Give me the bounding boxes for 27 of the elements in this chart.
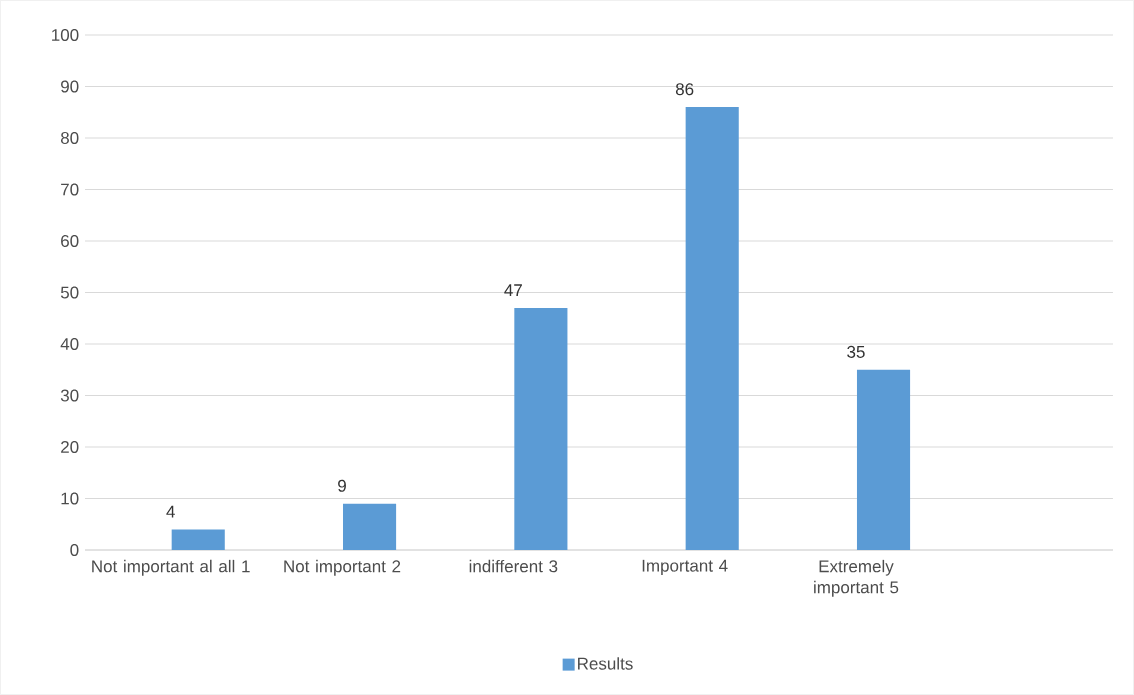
y-tick-label: 10 bbox=[61, 492, 79, 505]
y-tick-label: 20 bbox=[61, 440, 79, 454]
bar bbox=[514, 307, 568, 550]
x-tick-label: Not important al all 1 bbox=[92, 559, 250, 576]
data-label: 9 bbox=[338, 479, 346, 492]
y-tick-label: 90 bbox=[61, 80, 79, 93]
bar bbox=[171, 529, 225, 550]
y-tick-label: 80 bbox=[60, 131, 79, 145]
data-label: 47 bbox=[504, 284, 522, 297]
bar bbox=[685, 107, 739, 550]
y-tick-label: 30 bbox=[60, 389, 79, 402]
y-tick-label: 100 bbox=[52, 28, 79, 42]
legend-label: Results bbox=[578, 657, 633, 670]
data-label: 35 bbox=[847, 345, 865, 358]
y-tick-label: 60 bbox=[61, 234, 79, 248]
y-tick-label: 50 bbox=[60, 286, 79, 299]
y-tick-label: 40 bbox=[60, 337, 79, 351]
y-tick-label: 70 bbox=[61, 183, 79, 196]
x-tick-label: indifferent 3 bbox=[469, 559, 558, 573]
y-tick-label: 0 bbox=[70, 543, 79, 557]
x-tick-label: Not important 2 bbox=[284, 559, 401, 576]
data-label: 86 bbox=[675, 83, 694, 96]
bar bbox=[856, 369, 911, 550]
bar bbox=[343, 503, 397, 550]
x-tick-label: Important 4 bbox=[642, 559, 728, 576]
x-tick-label: Extremely important 5 bbox=[814, 559, 899, 597]
data-label: 4 bbox=[166, 505, 175, 518]
